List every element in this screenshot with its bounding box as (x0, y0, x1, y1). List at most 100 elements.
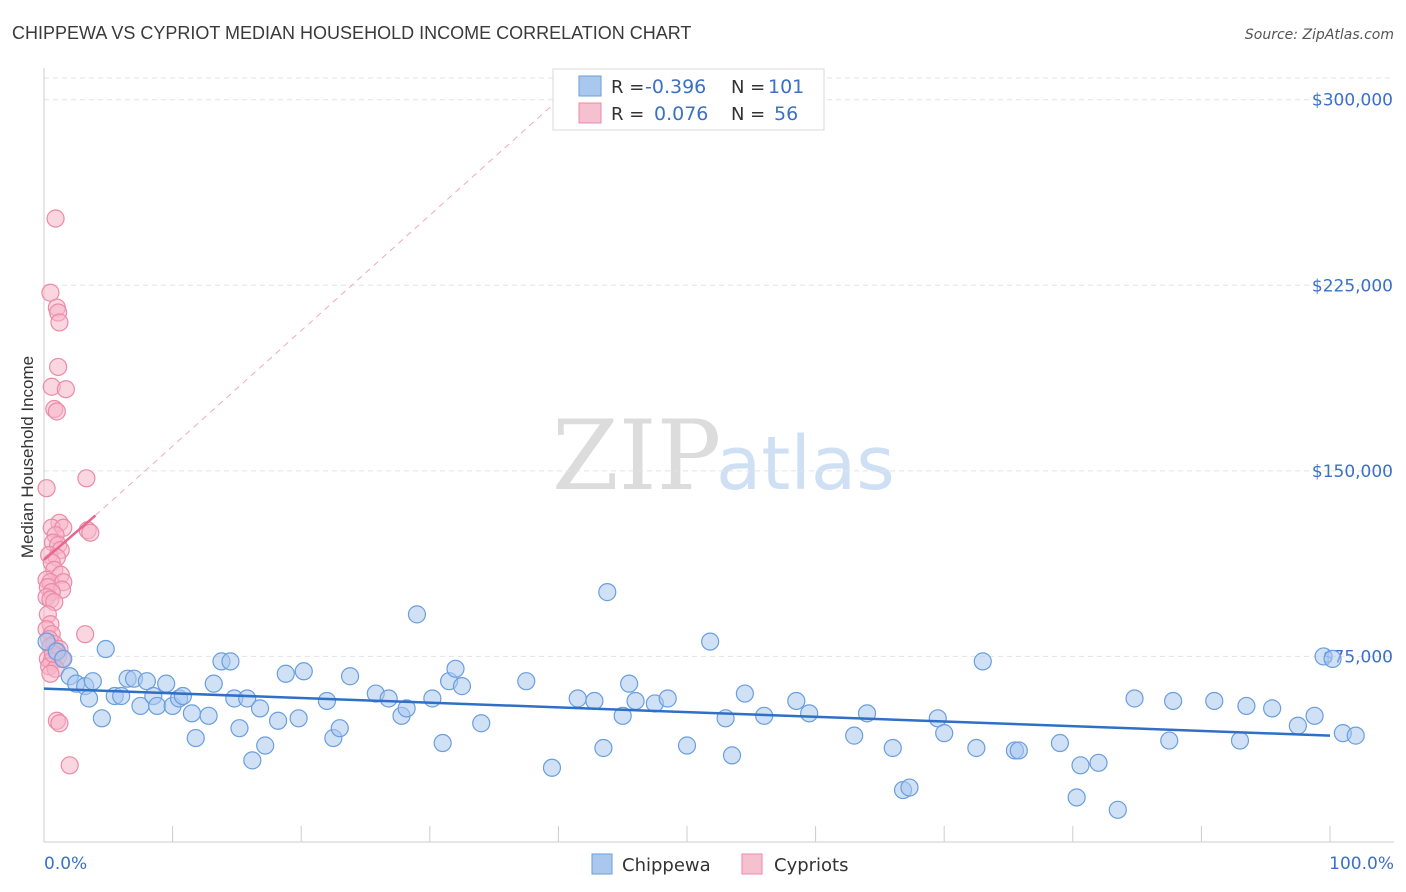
legend-n-value-1: 101 (768, 76, 804, 98)
chippewa-point-2 (54, 649, 73, 669)
chippewa-point-37 (294, 662, 313, 681)
chippewa-point-6 (79, 689, 99, 708)
chippewa-point-61 (626, 691, 645, 711)
chippewa-point-38 (317, 691, 337, 711)
chippewa-point-76 (900, 778, 919, 797)
chippewa-point-84 (1067, 788, 1086, 807)
chippewa-point-29 (230, 719, 249, 738)
chippewa-point-95 (1288, 716, 1307, 735)
chippewa-point-21 (173, 686, 192, 706)
legend-swatch-chippewa (578, 75, 602, 97)
chippewa-point-46 (407, 605, 427, 624)
chippewa-point-43 (379, 689, 398, 708)
chippewa-point-34 (268, 711, 288, 730)
cypriots-point-7 (56, 380, 75, 399)
chippewa-point-53 (517, 672, 536, 691)
chippewa-point-57 (594, 738, 613, 758)
chippewa-point-31 (243, 751, 262, 770)
chippewa-point-79 (967, 738, 986, 758)
chippewa-point-65 (701, 632, 720, 651)
chippewa-point-7 (83, 672, 102, 691)
chippewa-point-90 (1164, 691, 1183, 711)
bottom-legend-chippewa: Chippewa (622, 855, 711, 876)
chippewa-point-63 (658, 689, 677, 708)
legend-n-value-2: 56 (774, 103, 798, 125)
watermark-atlas: atlas (716, 421, 895, 507)
chippewa-point-41 (340, 667, 360, 686)
bottom-legend-swatch-chippewa (591, 853, 613, 875)
x-tick-label-max: 100.0% (1329, 854, 1394, 874)
chippewa-point-27 (221, 652, 240, 671)
legend-swatch-cypriots (578, 102, 602, 124)
gridlines (44, 77, 1394, 657)
chippewa-point-78 (935, 724, 954, 743)
y-tick-label-300000: $300,000 (1312, 91, 1393, 111)
y-tick-label-150000: $150,000 (1312, 462, 1393, 482)
bottom-legend-cypriots: Cypriots (774, 855, 849, 876)
legend-r-value-1: -0.396 (645, 76, 706, 98)
chippewa-point-64 (677, 736, 697, 755)
chippewa-point-60 (620, 674, 639, 693)
legend-r-label-1: R = (611, 77, 644, 98)
chippewa-point-59 (613, 706, 632, 725)
chippewa-trend-line (43, 687, 1331, 737)
chippewa-point-35 (276, 664, 295, 683)
chippewa-point-89 (1160, 731, 1179, 750)
chippewa-point-8 (92, 709, 111, 728)
chippewa-point-33 (256, 736, 275, 755)
cypriots-trend-dashed (95, 99, 559, 516)
y-tick-label-225000: $225,000 (1312, 276, 1393, 296)
cypriots-trend-line (43, 514, 97, 561)
chippewa-point-18 (157, 674, 176, 693)
chippewa-point-9 (96, 639, 115, 659)
cypriots-point-16 (81, 523, 100, 542)
chippewa-point-100 (1346, 726, 1365, 745)
chippewa-point-45 (397, 699, 416, 718)
chippewa-point-67 (722, 746, 742, 765)
trend-lines (43, 514, 1331, 737)
cypriots-point-39 (76, 625, 95, 644)
legend-r-value-2: 0.076 (654, 103, 708, 125)
x-tick-label-min: 0.0% (44, 854, 87, 874)
chippewa-point-68 (735, 684, 754, 703)
chippewa-point-92 (1230, 731, 1250, 750)
chippewa-point-50 (446, 659, 465, 678)
legend-n-label-1: N = (731, 77, 765, 98)
cypriots-point-53 (50, 714, 69, 733)
chippewa-point-82 (1009, 741, 1028, 760)
legend-n-label-2: N = (731, 104, 765, 125)
chippewa-point-36 (289, 709, 308, 728)
chippewa-point-24 (199, 706, 218, 725)
chippewa-point-94 (1263, 699, 1282, 718)
cypriots-point-51 (41, 664, 60, 683)
chippewa-point-87 (1108, 800, 1127, 819)
chippewa-point-51 (452, 677, 472, 696)
chippewa-point-32 (250, 699, 270, 718)
chippewa-point-70 (787, 691, 806, 711)
chippewa-point-86 (1089, 753, 1108, 772)
chippewa-point-98 (1323, 649, 1342, 669)
chippewa-point-30 (238, 689, 257, 708)
chippewa-point-54 (542, 758, 562, 777)
chippewa-point-88 (1125, 689, 1144, 708)
cypriots-point-54 (60, 756, 79, 775)
chippewa-point-17 (148, 696, 167, 716)
legend: R = -0.396 N = 101 R = 0.076 N = 56 (552, 68, 825, 131)
y-tick-labels: $75,000$150,000$225,000$300,000 (1312, 91, 1393, 668)
cypriots-point-11 (37, 479, 56, 498)
chippewa-points (37, 583, 1365, 819)
chippewa-point-85 (1071, 756, 1090, 775)
chippewa-point-22 (182, 704, 201, 723)
cypriots-point-10 (77, 469, 96, 488)
chippewa-point-47 (423, 689, 442, 708)
source-label: Source: ZipAtlas.com (1245, 27, 1394, 43)
bottom-legend-swatch-cypriots (741, 853, 763, 875)
chippewa-point-83 (1050, 733, 1070, 753)
chippewa-point-91 (1205, 691, 1224, 711)
cypriots-point-5 (49, 357, 68, 377)
x-axis-ticks (43, 826, 1331, 842)
watermark-zip: ZIP (552, 400, 721, 512)
chippewa-point-25 (204, 674, 223, 693)
cypriots-point-9 (47, 402, 66, 421)
